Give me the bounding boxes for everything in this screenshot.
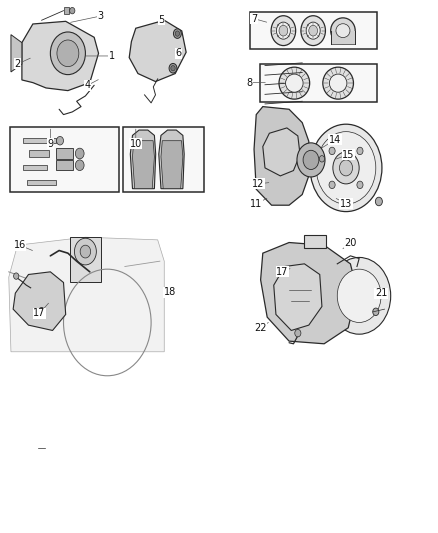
Circle shape — [57, 136, 64, 145]
Ellipse shape — [339, 160, 353, 176]
Text: 18: 18 — [164, 287, 176, 297]
Circle shape — [357, 147, 363, 155]
Text: 12: 12 — [252, 179, 265, 189]
Text: 17: 17 — [33, 309, 46, 318]
Ellipse shape — [329, 74, 347, 92]
Polygon shape — [161, 141, 183, 189]
Text: 11: 11 — [250, 199, 262, 208]
Polygon shape — [129, 20, 186, 82]
Ellipse shape — [306, 22, 320, 39]
Bar — [27, 180, 56, 185]
Text: 7: 7 — [251, 14, 257, 23]
Bar — [64, 7, 69, 14]
Text: 4: 4 — [85, 80, 91, 90]
Circle shape — [70, 7, 75, 14]
Text: 21: 21 — [375, 288, 387, 298]
Bar — [29, 150, 49, 157]
Circle shape — [175, 31, 180, 36]
Bar — [331, 31, 355, 44]
Circle shape — [329, 147, 335, 155]
Bar — [56, 148, 73, 159]
Ellipse shape — [297, 143, 325, 177]
Text: 2: 2 — [14, 59, 21, 69]
Ellipse shape — [50, 32, 85, 75]
Circle shape — [357, 181, 363, 189]
Ellipse shape — [309, 25, 318, 36]
Text: 3: 3 — [98, 11, 104, 21]
Polygon shape — [9, 237, 164, 352]
Polygon shape — [133, 141, 155, 189]
Bar — [10, 127, 119, 192]
Polygon shape — [13, 272, 66, 330]
Polygon shape — [11, 35, 22, 72]
Bar — [56, 160, 73, 170]
Bar — [260, 64, 377, 102]
Ellipse shape — [316, 132, 376, 204]
Ellipse shape — [271, 15, 296, 45]
Text: 16: 16 — [14, 240, 26, 250]
Text: 13: 13 — [340, 199, 352, 208]
Bar — [123, 127, 204, 192]
Ellipse shape — [328, 257, 391, 334]
Text: 17: 17 — [276, 267, 289, 277]
Bar — [304, 235, 326, 248]
Polygon shape — [254, 107, 309, 205]
Ellipse shape — [303, 150, 319, 169]
Circle shape — [14, 273, 19, 279]
Polygon shape — [131, 130, 156, 189]
Circle shape — [80, 245, 91, 258]
Circle shape — [75, 160, 84, 171]
Bar — [23, 165, 47, 170]
Circle shape — [169, 63, 177, 73]
Text: 1: 1 — [109, 51, 115, 61]
Text: 6: 6 — [176, 49, 182, 58]
Text: 20: 20 — [344, 238, 357, 247]
Ellipse shape — [57, 40, 79, 67]
Ellipse shape — [279, 25, 288, 36]
Ellipse shape — [286, 74, 303, 92]
Circle shape — [375, 197, 382, 206]
Circle shape — [75, 148, 84, 159]
Circle shape — [171, 66, 175, 71]
Text: 9: 9 — [47, 139, 53, 149]
Circle shape — [173, 29, 181, 38]
Ellipse shape — [279, 67, 310, 99]
Text: 8: 8 — [247, 78, 253, 87]
Ellipse shape — [276, 22, 290, 39]
Text: 5: 5 — [158, 15, 164, 25]
Circle shape — [319, 156, 325, 162]
Circle shape — [329, 181, 335, 189]
Text: 10: 10 — [130, 139, 142, 149]
Polygon shape — [261, 243, 357, 344]
Polygon shape — [274, 264, 322, 330]
Circle shape — [373, 308, 379, 316]
Ellipse shape — [337, 269, 381, 322]
Bar — [70, 237, 101, 282]
Text: 14: 14 — [329, 135, 341, 144]
Polygon shape — [159, 130, 184, 189]
Circle shape — [295, 329, 301, 337]
Circle shape — [38, 308, 45, 316]
Text: 22: 22 — [254, 323, 267, 333]
Polygon shape — [22, 21, 99, 91]
Ellipse shape — [333, 152, 359, 184]
Polygon shape — [263, 128, 300, 176]
Ellipse shape — [331, 18, 355, 43]
Ellipse shape — [323, 67, 353, 99]
Circle shape — [74, 238, 96, 265]
Bar — [250, 12, 377, 49]
Ellipse shape — [310, 124, 382, 212]
Text: 15: 15 — [342, 150, 354, 159]
Ellipse shape — [336, 23, 350, 37]
Bar — [23, 138, 56, 143]
Ellipse shape — [301, 15, 325, 45]
